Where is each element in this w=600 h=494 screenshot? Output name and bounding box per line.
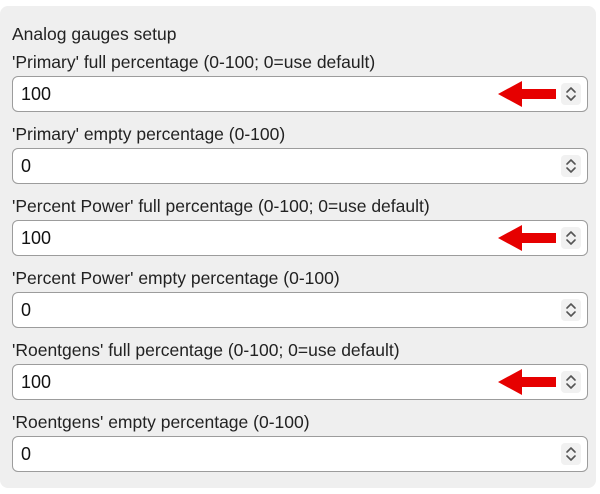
section-title: Analog gauges setup <box>12 24 177 44</box>
stepper-icon[interactable] <box>561 83 581 105</box>
roentgens-empty-label: 'Roentgens' empty percentage (0-100) <box>12 412 310 432</box>
roentgens-full-input[interactable]: 100 <box>12 364 588 400</box>
primary-empty-value: 0 <box>21 156 32 176</box>
stepper-icon[interactable] <box>561 443 581 465</box>
percent-power-empty-label: 'Percent Power' empty percentage (0-100) <box>12 268 340 288</box>
percent-power-full-input[interactable]: 100 <box>12 220 588 256</box>
percent-power-full-label: 'Percent Power' full percentage (0-100; … <box>12 196 430 216</box>
roentgens-full-value: 100 <box>21 372 52 392</box>
stepper-icon[interactable] <box>561 371 581 393</box>
roentgens-empty-input[interactable]: 0 <box>12 436 588 472</box>
red-arrow-icon <box>498 81 556 107</box>
stepper-icon[interactable] <box>561 155 581 177</box>
red-arrow-icon <box>498 225 556 251</box>
settings-panel: Analog gauges setup 'Primary' full perce… <box>0 6 596 488</box>
stepper-icon[interactable] <box>561 299 581 321</box>
primary-full-label: 'Primary' full percentage (0-100; 0=use … <box>12 52 376 72</box>
primary-empty-label: 'Primary' empty percentage (0-100) <box>12 124 286 144</box>
stepper-icon[interactable] <box>561 227 581 249</box>
red-arrow-icon <box>498 369 556 395</box>
percent-power-empty-value: 0 <box>21 300 32 320</box>
roentgens-empty-value: 0 <box>21 444 32 464</box>
primary-full-value: 100 <box>21 84 52 104</box>
primary-empty-input[interactable]: 0 <box>12 148 588 184</box>
roentgens-full-label: 'Roentgens' full percentage (0-100; 0=us… <box>12 340 400 360</box>
primary-full-input[interactable]: 100 <box>12 76 588 112</box>
percent-power-full-value: 100 <box>21 228 52 248</box>
percent-power-empty-input[interactable]: 0 <box>12 292 588 328</box>
